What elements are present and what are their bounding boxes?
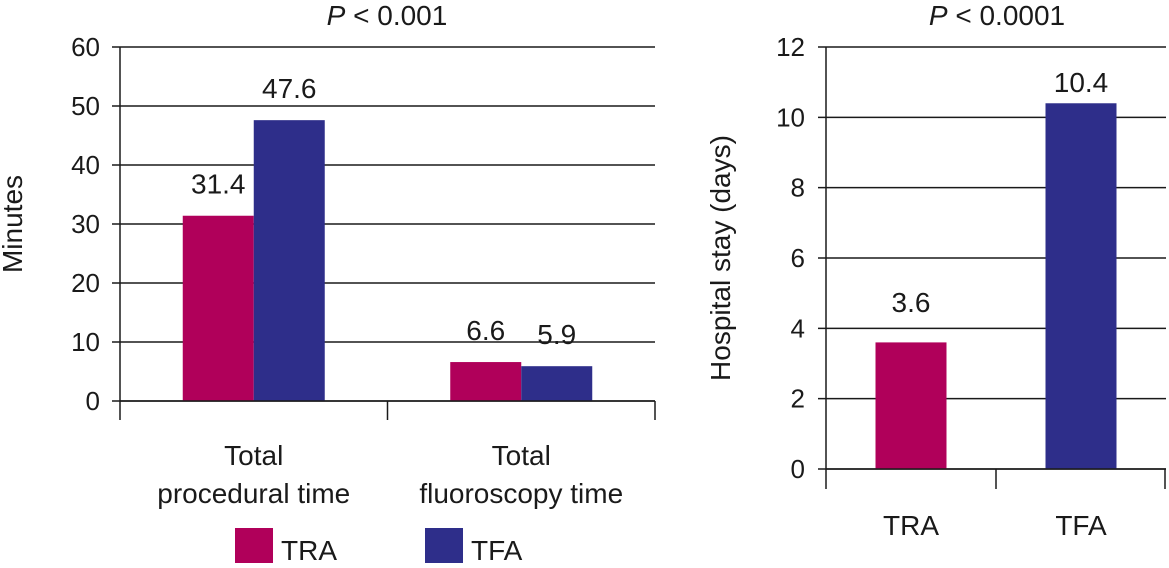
- x-tick-labels: TRA TFA: [883, 510, 1107, 541]
- legend-label: TRA: [281, 535, 337, 563]
- y-tick-labels: 0 10 20 30 40 50 60: [71, 32, 100, 416]
- x-axis: [825, 47, 1166, 489]
- y-tick-label: 2: [791, 384, 805, 414]
- data-label: 6.6: [466, 315, 505, 346]
- procedure-time-chart: P < 0.001 Minutes 0 10 20 30 40 50 60 31.4 47.6…: [0, 0, 656, 566]
- y-tick-label: 30: [71, 209, 100, 239]
- chart-title-value: < 0.001: [345, 0, 447, 31]
- bar-tfa: [1045, 103, 1117, 470]
- y-tick-label: 4: [791, 313, 805, 343]
- hospital-stay-chart: P < 0.0001 Hospital stay (days) 0 2 4 6 8 10 1…: [705, 0, 1166, 541]
- x-tick-labels: Total procedural time Total fluoroscopy tim…: [157, 440, 623, 509]
- data-label: 47.6: [262, 73, 317, 104]
- y-tick-label: 0: [791, 454, 805, 484]
- bar-tra: [182, 215, 254, 401]
- bars: [182, 120, 593, 401]
- bar-tra: [450, 362, 522, 401]
- y-tick-label: 10: [71, 327, 100, 357]
- y-tick-label: 20: [71, 268, 100, 298]
- bar-tra: [875, 342, 947, 469]
- x-axis: [119, 47, 656, 420]
- chart-title-p: P: [929, 0, 948, 31]
- y-tick-label: 60: [71, 32, 100, 62]
- chart-title: P < 0.001: [327, 0, 448, 31]
- bars: [875, 103, 1117, 470]
- chart-title-p: P: [327, 0, 346, 31]
- y-tick-label: 8: [791, 173, 805, 203]
- y-tick-label: 40: [71, 150, 100, 180]
- bar-tfa: [521, 366, 593, 401]
- y-tick-label: 10: [776, 102, 805, 132]
- y-tick-label: 0: [86, 386, 100, 416]
- bar-tfa: [253, 120, 325, 401]
- x-tick-label: Total fluoroscopy time: [419, 440, 623, 509]
- x-tick-label: Total procedural time: [157, 440, 350, 509]
- data-label: 5.9: [537, 319, 576, 350]
- y-tick-label: 50: [71, 91, 100, 121]
- chart-title-value: < 0.0001: [948, 0, 1066, 31]
- data-labels: 3.6 10.4: [892, 67, 1109, 318]
- data-label: 10.4: [1054, 67, 1109, 98]
- y-tick-label: 12: [776, 32, 805, 62]
- y-tick-label: 6: [791, 243, 805, 273]
- x-tick-label: TFA: [1055, 510, 1107, 541]
- x-tick-label: TRA: [883, 510, 939, 541]
- chart-title: P < 0.0001: [929, 0, 1065, 31]
- legend-swatch-tra: [235, 528, 273, 564]
- data-labels: 31.4 47.6 6.6 5.9: [191, 73, 576, 350]
- y-axis-label: Hospital stay (days): [705, 135, 736, 381]
- legend: TRA TFA: [235, 528, 523, 566]
- data-label: 31.4: [191, 169, 246, 200]
- legend-swatch-tfa: [425, 528, 463, 564]
- y-tick-labels: 0 2 4 6 8 10 12: [776, 32, 805, 484]
- legend-label: TFA: [471, 535, 523, 563]
- y-axis-label: Minutes: [0, 175, 28, 273]
- data-label: 3.6: [892, 287, 931, 318]
